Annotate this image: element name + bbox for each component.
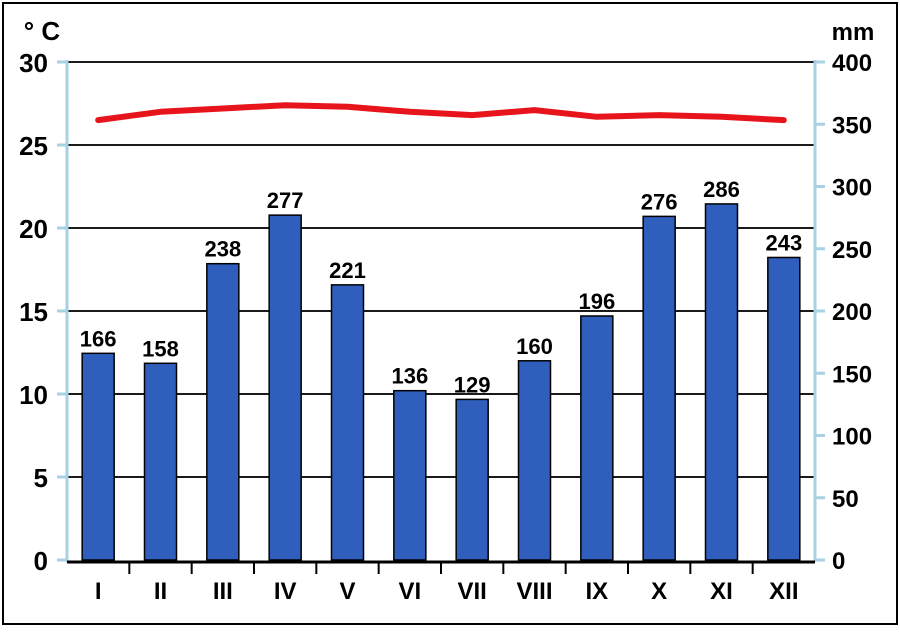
month-label: VI — [398, 578, 421, 605]
month-label: I — [95, 578, 102, 605]
right-axis-unit: mm — [832, 19, 875, 46]
right-tick-label: 250 — [832, 237, 872, 264]
precipitation-bar — [82, 353, 114, 560]
precipitation-bar — [332, 285, 364, 560]
bar-value-label: 286 — [703, 177, 740, 202]
month-label: VIII — [516, 578, 552, 605]
bar-value-label: 196 — [578, 289, 615, 314]
bar-value-label: 243 — [765, 230, 802, 255]
right-tick-label: 50 — [832, 486, 859, 513]
left-tick-label: 5 — [34, 463, 48, 493]
bar-value-label: 160 — [516, 334, 553, 359]
left-tick-label: 0 — [34, 546, 48, 576]
precipitation-bar — [519, 361, 551, 560]
right-tick-label: 150 — [832, 361, 872, 388]
bar-value-label: 136 — [391, 364, 428, 389]
month-label: III — [213, 578, 233, 605]
left-tick-label: 15 — [19, 297, 48, 327]
month-label: XI — [710, 578, 733, 605]
left-tick-label: 20 — [19, 214, 48, 244]
right-tick-label: 300 — [832, 175, 872, 202]
left-tick-label: 25 — [19, 131, 48, 161]
bar-value-label: 238 — [204, 237, 241, 262]
precipitation-bar — [145, 363, 177, 560]
left-axis-unit: ° C — [24, 16, 61, 46]
right-tick-label: 200 — [832, 299, 872, 326]
right-tick-label: 400 — [832, 50, 872, 77]
chart-frame — [3, 3, 897, 624]
right-tick-label: 350 — [832, 112, 872, 139]
month-label: II — [154, 578, 167, 605]
bar-value-label: 158 — [142, 336, 179, 361]
precipitation-bar — [581, 316, 613, 560]
bar-value-label: 129 — [454, 372, 491, 397]
precipitation-bar — [456, 399, 488, 560]
precipitation-bar — [706, 204, 738, 560]
precipitation-bar — [643, 216, 675, 560]
month-label: V — [339, 578, 355, 605]
right-tick-label: 100 — [832, 424, 872, 451]
month-label: X — [651, 578, 667, 605]
month-label: VII — [457, 578, 486, 605]
precipitation-bar — [269, 215, 301, 560]
right-tick-label: 0 — [832, 548, 845, 575]
left-tick-label: 30 — [19, 48, 48, 78]
left-tick-label: 10 — [19, 380, 48, 410]
month-label: IX — [585, 578, 608, 605]
precipitation-bar — [768, 257, 800, 560]
bar-value-label: 277 — [267, 188, 304, 213]
month-label: IV — [274, 578, 297, 605]
bar-value-label: 166 — [80, 326, 117, 351]
bar-value-label: 221 — [329, 258, 366, 283]
precipitation-bar — [207, 264, 239, 560]
precipitation-bar — [394, 391, 426, 560]
bar-value-label: 276 — [641, 189, 678, 214]
month-label: XII — [769, 578, 798, 605]
